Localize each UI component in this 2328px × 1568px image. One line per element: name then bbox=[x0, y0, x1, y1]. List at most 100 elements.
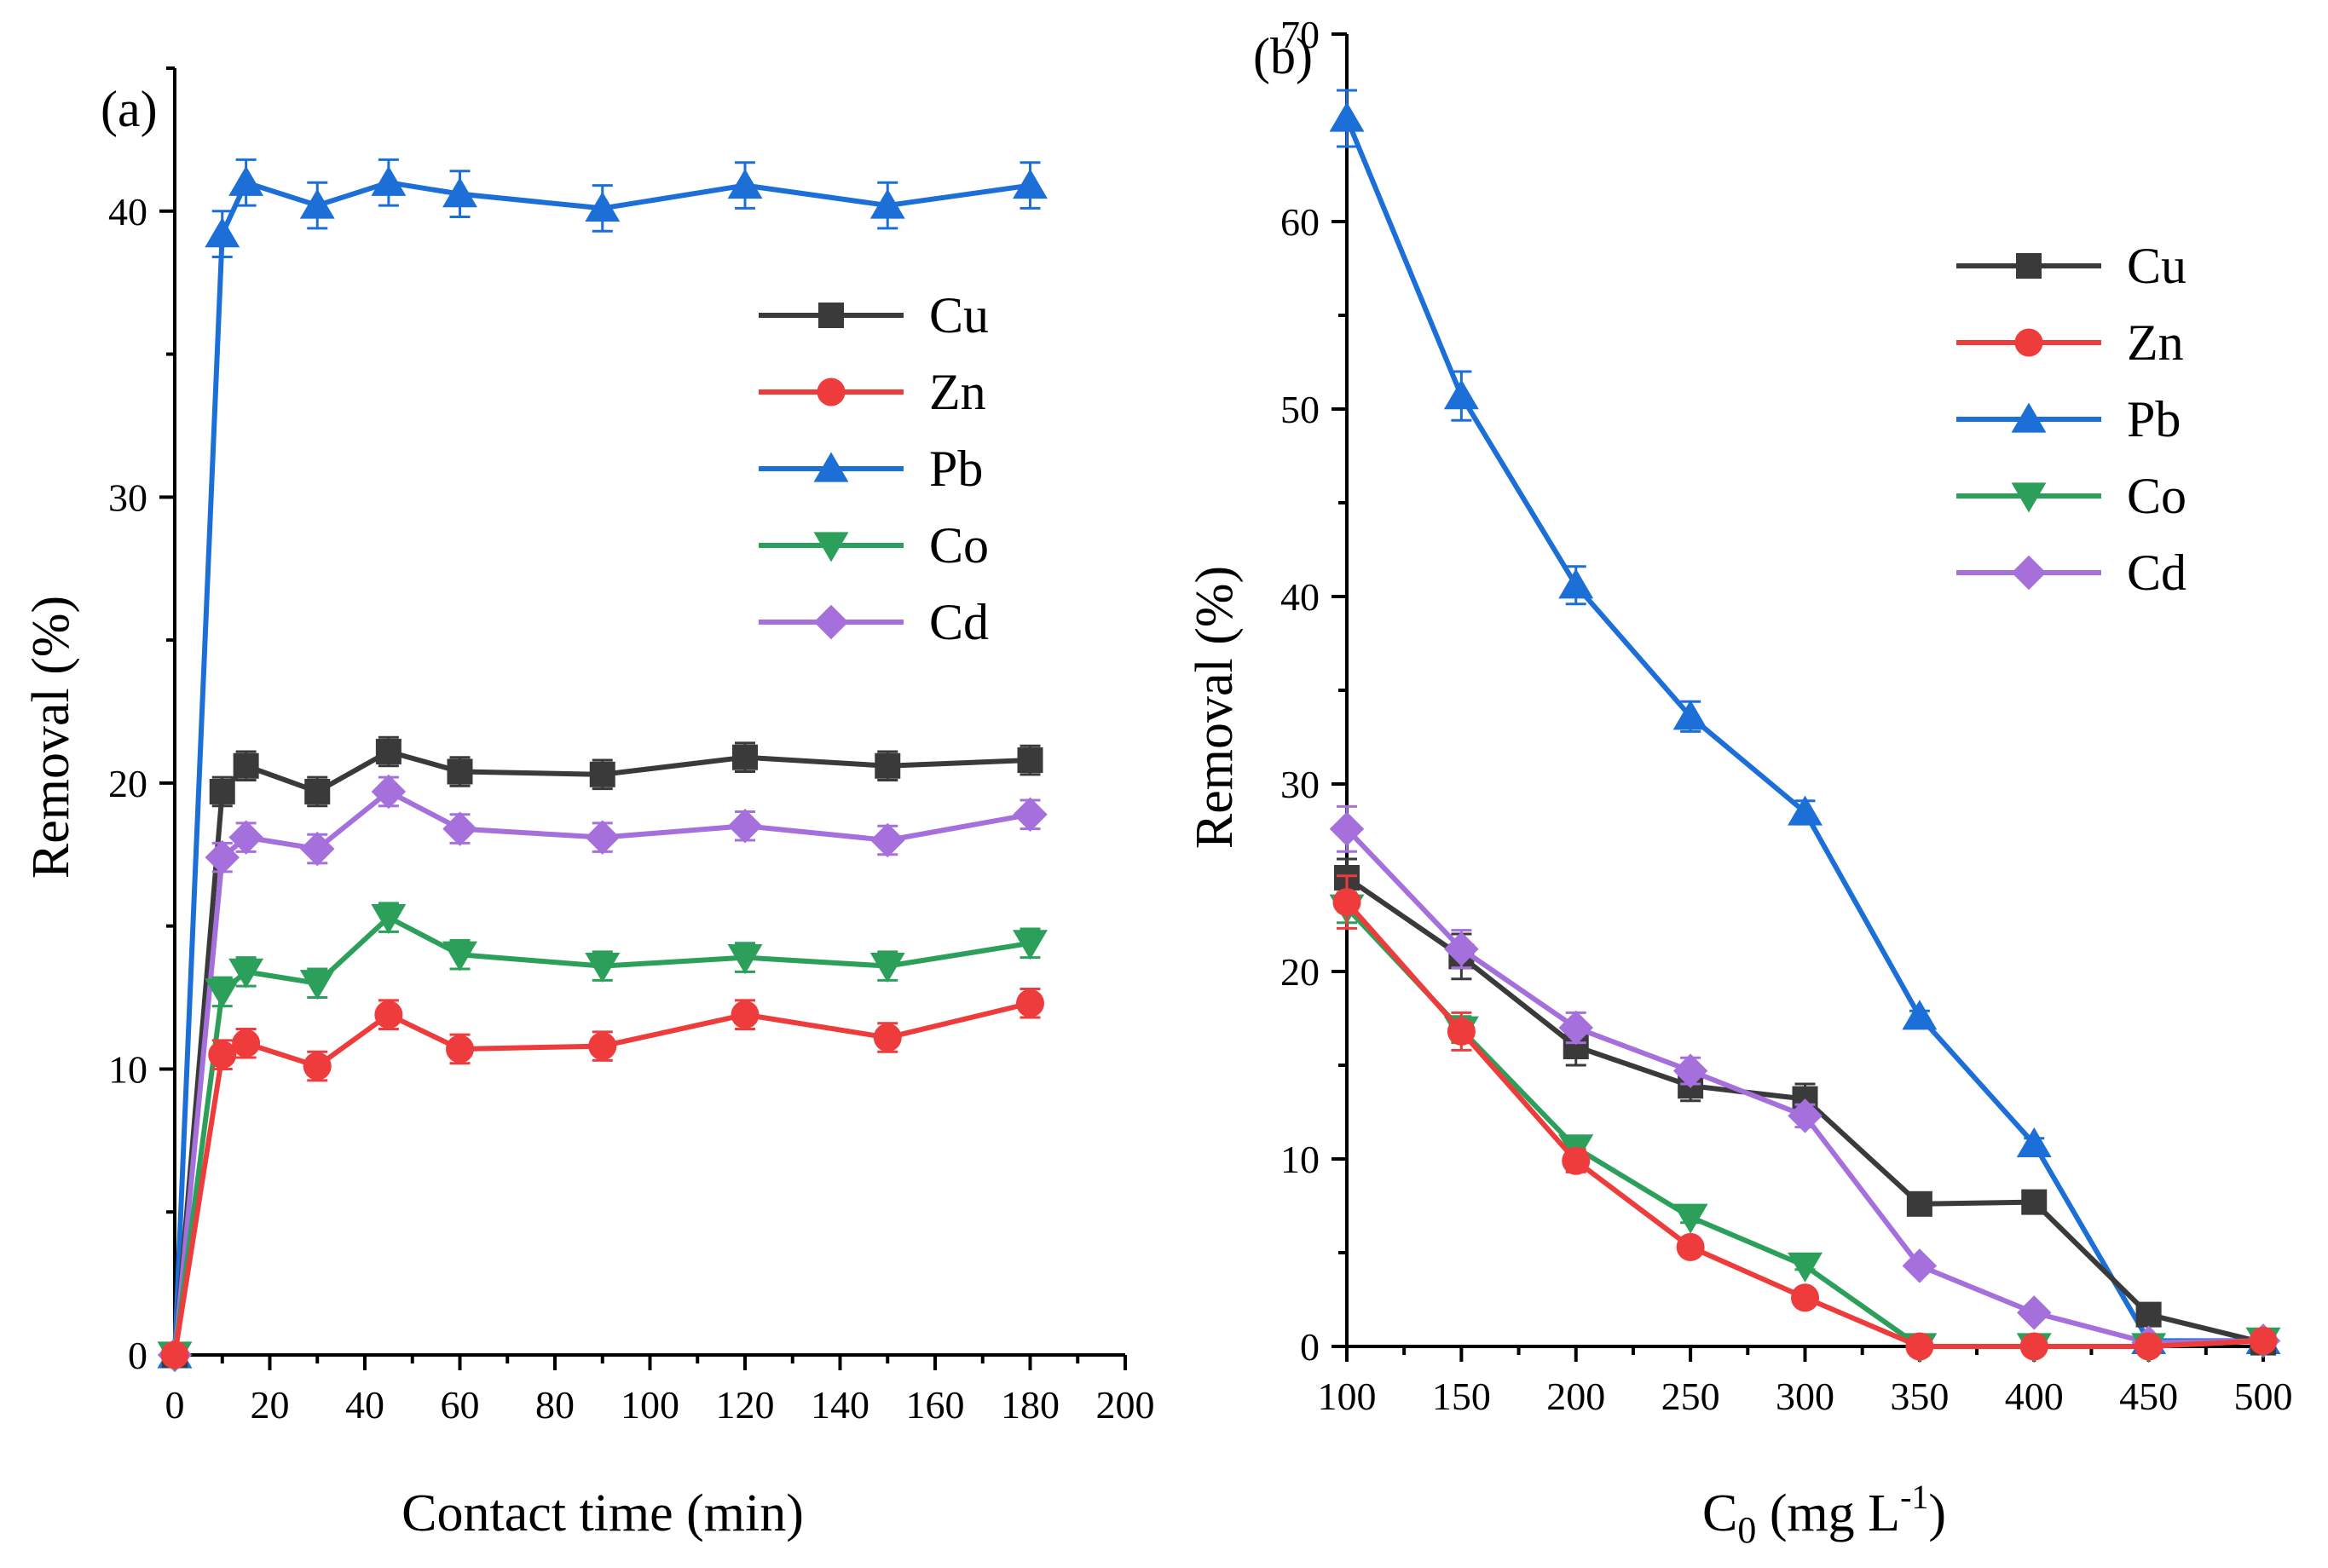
data-point-pb bbox=[299, 188, 335, 219]
data-point-cu bbox=[2021, 1189, 2048, 1215]
data-point-pb bbox=[1013, 169, 1048, 199]
legend-item-pb: Pb bbox=[759, 441, 983, 497]
x-tick-label: 40 bbox=[345, 1383, 384, 1427]
x-tick-label: 350 bbox=[1890, 1375, 1949, 1418]
panel-a: (a) 0 20 40 60 80 100 120 140 160 180 200 0 10 20 30 40… bbox=[22, 66, 1155, 1542]
legend-marker-co bbox=[813, 532, 849, 562]
legend-label: Pb bbox=[929, 441, 983, 497]
y-tick-label: 10 bbox=[1280, 1138, 1320, 1181]
legend-marker-pb bbox=[813, 452, 849, 482]
data-point-cu bbox=[233, 752, 259, 779]
legend-label: Cd bbox=[2127, 545, 2186, 601]
data-point-cu bbox=[2135, 1301, 2162, 1328]
legend-item-co: Co bbox=[759, 517, 989, 574]
y-tick-label: 10 bbox=[108, 1047, 147, 1091]
series-line-cd bbox=[172, 788, 1031, 1356]
x-tick-label: 160 bbox=[906, 1383, 965, 1427]
data-point-pb bbox=[228, 165, 264, 196]
data-point-zn bbox=[1332, 888, 1361, 917]
legend-marker-cu bbox=[2016, 253, 2042, 279]
data-point-co bbox=[371, 904, 407, 935]
series-cd bbox=[157, 774, 1048, 1373]
legend-marker-cd bbox=[2011, 555, 2047, 591]
panel-a-legend: Cu Zn Pb Co Cd bbox=[759, 287, 989, 650]
x-tick-label: 100 bbox=[1318, 1375, 1377, 1418]
data-point-cu bbox=[875, 752, 901, 779]
series-pb bbox=[157, 158, 1048, 1369]
legend-label: Zn bbox=[2127, 314, 2184, 371]
data-point-pb bbox=[727, 169, 763, 199]
legend-item-pb: Pb bbox=[1956, 391, 2181, 447]
legend-item-cd: Cd bbox=[759, 594, 989, 650]
legend-item-cu: Cu bbox=[759, 287, 989, 343]
x-tick-label: 150 bbox=[1432, 1375, 1491, 1418]
data-point-pb bbox=[1558, 568, 1594, 599]
panel-b-series bbox=[1329, 89, 2281, 1363]
data-point-cd bbox=[1902, 1248, 1938, 1283]
legend-label: Co bbox=[2127, 468, 2186, 524]
x-tick-label: 300 bbox=[1776, 1375, 1834, 1418]
data-point-cd bbox=[1444, 931, 1479, 966]
data-point-cd bbox=[205, 839, 240, 875]
x-tick-label: 100 bbox=[621, 1383, 679, 1427]
panel-a-y-axis-label: Removal (%) bbox=[22, 596, 80, 879]
legend-item-zn: Zn bbox=[759, 364, 986, 420]
legend-label: Cd bbox=[929, 594, 989, 650]
legend-label: Zn bbox=[929, 364, 986, 420]
series-line-cu bbox=[172, 748, 1031, 1356]
data-point-zn bbox=[303, 1052, 332, 1081]
data-point-cd bbox=[1788, 1098, 1823, 1133]
data-point-pb bbox=[1902, 1000, 1938, 1030]
x-tick-label: 80 bbox=[535, 1383, 575, 1427]
data-point-zn bbox=[1562, 1146, 1591, 1175]
data-point-co bbox=[585, 953, 621, 983]
data-point-zn bbox=[1905, 1332, 1934, 1361]
y-tick-label: 0 bbox=[1300, 1325, 1320, 1369]
data-point-zn bbox=[446, 1035, 474, 1064]
series-zn bbox=[1332, 874, 2278, 1361]
data-point-cd bbox=[300, 831, 335, 867]
data-point-cd bbox=[1672, 1053, 1708, 1088]
data-point-cu bbox=[447, 758, 473, 785]
data-point-cd bbox=[371, 774, 407, 810]
y-tick-label: 30 bbox=[108, 476, 147, 519]
series-cd bbox=[1329, 804, 2281, 1360]
data-point-pb bbox=[1788, 795, 1823, 826]
panel-b-label: (b) bbox=[1253, 28, 1313, 84]
data-point-zn bbox=[1016, 989, 1044, 1017]
data-point-co bbox=[299, 970, 335, 1000]
x-tick-label: 400 bbox=[2005, 1375, 2064, 1418]
legend-item-co: Co bbox=[1956, 468, 2186, 524]
legend-item-zn: Zn bbox=[1956, 314, 2184, 371]
x-tick-label: 140 bbox=[811, 1383, 869, 1427]
x-tick-label: 250 bbox=[1661, 1375, 1720, 1418]
series-line-pb bbox=[172, 180, 1031, 1356]
legend-marker-cd bbox=[813, 604, 849, 640]
data-point-cd bbox=[727, 808, 763, 844]
data-point-zn bbox=[232, 1029, 261, 1058]
y-tick-label: 40 bbox=[108, 190, 147, 233]
data-point-co bbox=[442, 941, 477, 971]
data-point-cu bbox=[1017, 747, 1043, 774]
data-point-pb bbox=[585, 191, 621, 222]
panel-b-y-axis-label: Removal (%) bbox=[1186, 566, 1244, 849]
data-point-pb bbox=[1672, 700, 1708, 730]
y-tick-label: 70 bbox=[1280, 13, 1320, 56]
x-tick-label: 500 bbox=[2234, 1375, 2293, 1418]
data-point-cu bbox=[589, 761, 615, 787]
data-point-cu bbox=[304, 778, 331, 804]
x-tick-label: 120 bbox=[716, 1383, 775, 1427]
data-point-co bbox=[1013, 930, 1048, 960]
data-point-cd bbox=[228, 820, 263, 855]
data-point-pb bbox=[869, 188, 905, 219]
data-point-pb bbox=[1329, 101, 1365, 132]
data-point-zn bbox=[873, 1023, 902, 1052]
legend-marker-pb bbox=[2011, 402, 2047, 433]
data-point-cu bbox=[1906, 1190, 1932, 1217]
data-point-zn bbox=[1676, 1232, 1705, 1261]
y-tick-label: 50 bbox=[1280, 388, 1320, 431]
panel-b-x-axis-label: C0 (mg L-1) bbox=[1702, 1478, 1946, 1551]
data-point-cu bbox=[375, 738, 401, 764]
data-point-co bbox=[869, 953, 905, 983]
